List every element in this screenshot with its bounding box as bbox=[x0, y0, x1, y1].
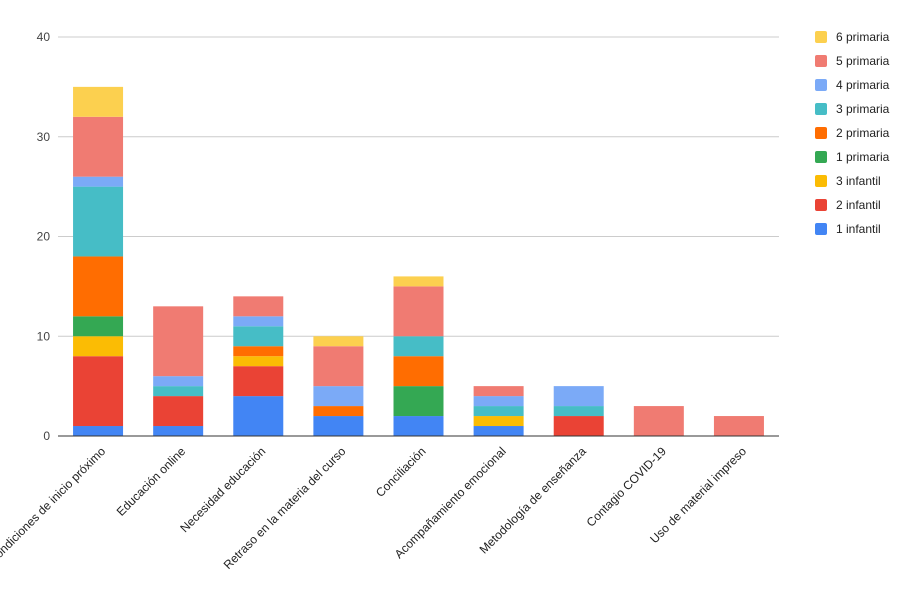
bar-segment bbox=[73, 336, 124, 357]
bar-segment bbox=[473, 416, 524, 427]
legend-swatch bbox=[815, 199, 827, 211]
bar-segment bbox=[73, 316, 124, 337]
bar-segment bbox=[393, 276, 444, 287]
x-tick-label: Necesidad educación bbox=[177, 444, 268, 535]
legend-label: 5 primaria bbox=[836, 54, 890, 68]
bar-segment bbox=[233, 316, 284, 327]
bar-segment bbox=[473, 426, 524, 436]
bar-segment bbox=[553, 386, 604, 407]
x-tick-label: Educación online bbox=[114, 444, 189, 519]
y-tick-label: 10 bbox=[37, 329, 51, 343]
bar-segment bbox=[633, 406, 684, 436]
bar-segment bbox=[233, 356, 284, 367]
bar-segment bbox=[153, 376, 204, 387]
legend-label: 1 infantil bbox=[836, 222, 881, 236]
bar-segment bbox=[313, 336, 364, 347]
legend-swatch bbox=[815, 151, 827, 163]
bar-segment bbox=[393, 286, 444, 337]
legend-swatch bbox=[815, 55, 827, 67]
bar-segment bbox=[233, 326, 284, 347]
y-tick-label: 0 bbox=[43, 429, 50, 443]
bar-segment bbox=[393, 336, 444, 357]
y-tick-label: 30 bbox=[37, 130, 51, 144]
y-tick-label: 20 bbox=[37, 230, 51, 244]
bar-segment bbox=[313, 416, 364, 436]
bar-segment bbox=[473, 386, 524, 397]
bar-segment bbox=[393, 416, 444, 436]
legend-label: 4 primaria bbox=[836, 78, 890, 92]
x-tick-label: Condiciones de inicio próximo bbox=[0, 444, 108, 567]
y-axis-ticks: 0 10 20 30 40 bbox=[37, 30, 51, 443]
bar-segment bbox=[73, 186, 124, 257]
bar-segment bbox=[153, 396, 204, 427]
legend-swatch bbox=[815, 103, 827, 115]
bar-segment bbox=[233, 366, 284, 397]
legend-label: 2 infantil bbox=[836, 198, 881, 212]
legend-swatch bbox=[815, 223, 827, 235]
legend-swatch bbox=[815, 79, 827, 91]
legend-label: 1 primaria bbox=[836, 150, 890, 164]
bar-segment bbox=[393, 386, 444, 417]
bar-segment bbox=[73, 256, 124, 317]
bar-segment bbox=[73, 116, 124, 177]
bar-segment bbox=[313, 346, 364, 387]
bar-segment bbox=[153, 426, 204, 436]
legend-swatch bbox=[815, 127, 827, 139]
bar-segment bbox=[153, 306, 204, 377]
bar-segment bbox=[73, 356, 124, 427]
bar-segment bbox=[73, 426, 124, 436]
legend-label: 3 infantil bbox=[836, 174, 881, 188]
bar-segment bbox=[233, 296, 284, 317]
bar-segment bbox=[473, 396, 524, 407]
bar-segment bbox=[553, 416, 604, 436]
bar-segment bbox=[553, 406, 604, 417]
bar-segment bbox=[473, 406, 524, 417]
bar-segment bbox=[233, 346, 284, 357]
x-tick-label: Conciliación bbox=[373, 444, 429, 500]
bar-segment bbox=[713, 416, 764, 436]
bar-segment bbox=[73, 176, 124, 187]
bar-segment bbox=[313, 406, 364, 417]
bars bbox=[73, 86, 764, 436]
x-axis-labels: Condiciones de inicio próximo Educación o… bbox=[0, 444, 749, 572]
legend-swatch bbox=[815, 31, 827, 43]
legend: 6 primaria 5 primaria 4 primaria 3 primaria… bbox=[815, 30, 890, 236]
legend-label: 2 primaria bbox=[836, 126, 890, 140]
bar-segment bbox=[313, 386, 364, 407]
legend-label: 3 primaria bbox=[836, 102, 890, 116]
x-tick-label: Contagio COVID-19 bbox=[584, 444, 670, 530]
bar-segment bbox=[153, 386, 204, 397]
bar-segment bbox=[393, 356, 444, 387]
bar-segment bbox=[233, 396, 284, 436]
legend-label: 6 primaria bbox=[836, 30, 890, 44]
bar-segment bbox=[73, 86, 124, 117]
y-tick-label: 40 bbox=[37, 30, 51, 44]
legend-swatch bbox=[815, 175, 827, 187]
